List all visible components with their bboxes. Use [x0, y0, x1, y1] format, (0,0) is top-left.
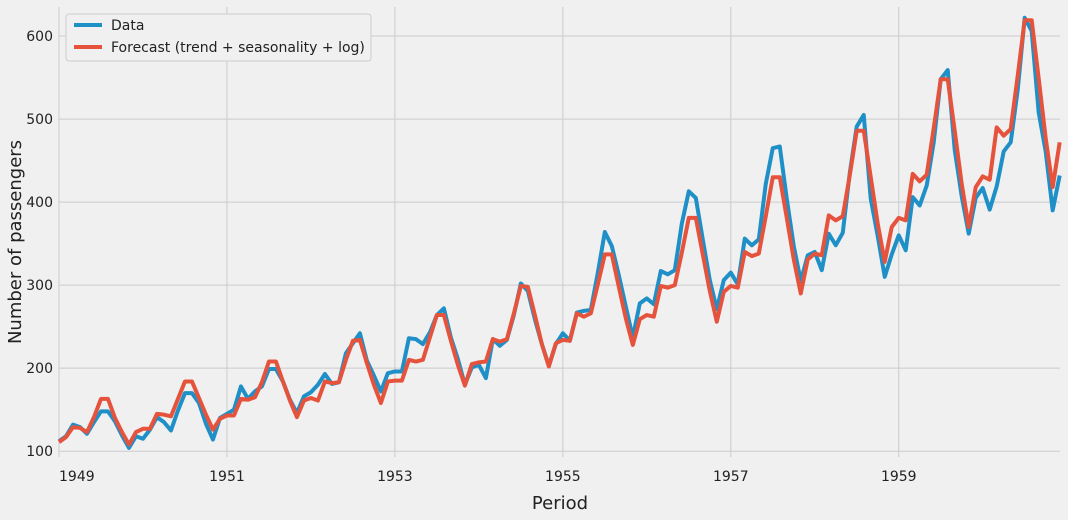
x-tick-label: 1953 — [377, 469, 413, 485]
series-line-forecast — [57, 18, 1062, 447]
y-axis-label: Number of passengers — [5, 140, 26, 344]
legend-box — [65, 13, 372, 62]
plot-background — [59, 7, 1060, 457]
x-tick-label: 1959 — [881, 469, 917, 485]
y-tick-label: 500 — [26, 112, 53, 128]
y-tick-label: 400 — [26, 195, 53, 211]
y-tick-label: 200 — [26, 361, 53, 377]
x-tick-label: 1955 — [545, 469, 581, 485]
x-axis-label: Period — [532, 493, 588, 514]
grid-lines — [58, 7, 1060, 457]
legend: Data Forecast (trend + seasonality + log… — [65, 13, 372, 62]
series-lines — [57, 15, 1062, 450]
x-tick-label: 1957 — [713, 469, 749, 485]
legend-label-data: Data — [111, 18, 144, 34]
y-tick-label: 600 — [26, 29, 53, 45]
x-tick-label: 1949 — [59, 469, 95, 485]
legend-label-forecast: Forecast (trend + seasonality + log) — [111, 40, 365, 56]
tick-labels: 100 200 300 400 500 600 1949 1951 1953 1955 1957 19… — [26, 29, 916, 485]
x-tick-label: 1951 — [209, 469, 245, 485]
y-tick-label: 300 — [26, 278, 53, 294]
y-tick-label: 100 — [26, 444, 53, 460]
